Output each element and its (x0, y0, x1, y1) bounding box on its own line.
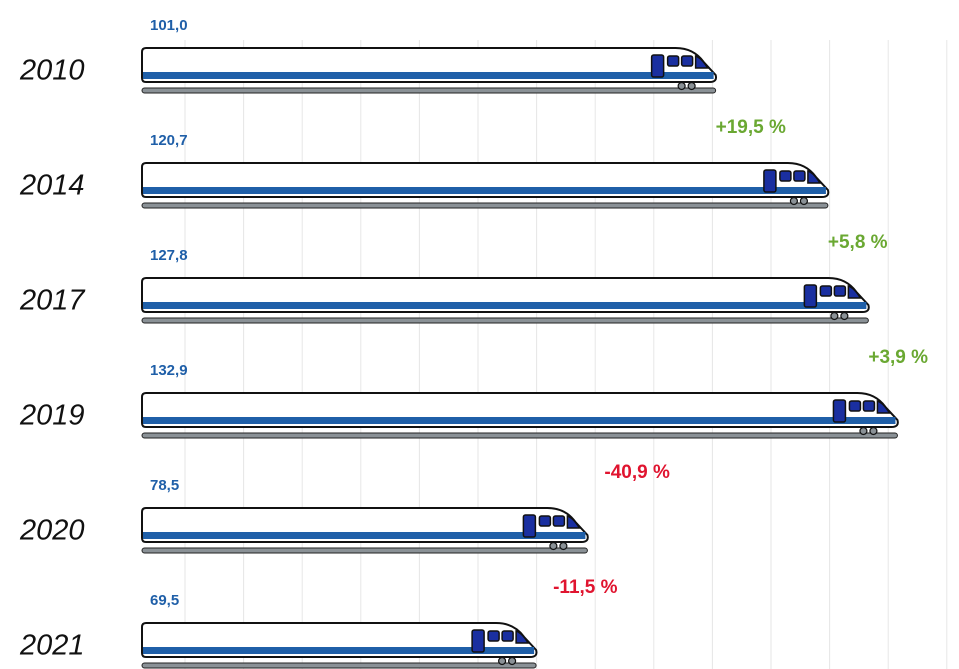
door (764, 170, 776, 192)
rail (142, 548, 587, 553)
door (523, 515, 535, 537)
windshield (808, 171, 820, 183)
train (142, 623, 537, 668)
windshield (877, 401, 889, 413)
chart: 2010 101,0 2014 120,7 2017 127,8 2019 132,9 2020… (0, 0, 959, 669)
wheel (678, 83, 685, 90)
wheel (688, 83, 695, 90)
train (142, 393, 898, 438)
change-label: -11,5 % (553, 577, 618, 598)
wheel (550, 543, 557, 550)
value-label: 69,5 (150, 592, 179, 609)
door (652, 55, 664, 77)
window (849, 401, 860, 411)
year-label: 2020 (19, 515, 85, 547)
window (539, 516, 550, 526)
window (502, 631, 513, 641)
window (863, 401, 874, 411)
wheel (499, 658, 506, 665)
change-label: +19,5 % (716, 117, 786, 138)
door (804, 285, 816, 307)
door (472, 630, 484, 652)
wheel (831, 313, 838, 320)
windshield (848, 286, 860, 298)
window (820, 286, 831, 296)
windshield (516, 631, 528, 643)
wheel (860, 428, 867, 435)
window (488, 631, 499, 641)
wheel (560, 543, 567, 550)
window (834, 286, 845, 296)
value-label: 132,9 (150, 362, 188, 379)
train (142, 278, 869, 323)
value-label: 78,5 (150, 477, 179, 494)
train (142, 508, 588, 553)
value-label: 120,7 (150, 132, 188, 149)
windshield (567, 516, 579, 528)
door (833, 400, 845, 422)
year-label: 2019 (19, 400, 85, 432)
value-label: 127,8 (150, 247, 188, 264)
change-label: +5,8 % (828, 232, 888, 253)
window (553, 516, 564, 526)
rail (142, 663, 536, 668)
change-label: -40,9 % (604, 462, 670, 483)
year-label: 2010 (19, 55, 85, 87)
year-label: 2014 (19, 170, 85, 202)
train (142, 48, 716, 93)
rail (142, 318, 868, 323)
stripe (143, 302, 866, 309)
window (780, 171, 791, 181)
wheel (800, 198, 807, 205)
stripe (143, 417, 895, 424)
wheel (841, 313, 848, 320)
window (682, 56, 693, 66)
window (668, 56, 679, 66)
wheel (870, 428, 877, 435)
rail (142, 203, 828, 208)
value-label: 101,0 (150, 17, 188, 34)
change-label: +3,9 % (868, 347, 928, 368)
stripe (143, 72, 714, 79)
windshield (696, 56, 708, 68)
window (794, 171, 805, 181)
wheel (790, 198, 797, 205)
stripe (143, 532, 585, 539)
year-label: 2017 (19, 285, 86, 317)
stripe (143, 187, 826, 194)
wheel (509, 658, 516, 665)
train (142, 163, 828, 208)
rail (142, 88, 716, 93)
year-label: 2021 (19, 630, 85, 662)
rail (142, 433, 897, 438)
